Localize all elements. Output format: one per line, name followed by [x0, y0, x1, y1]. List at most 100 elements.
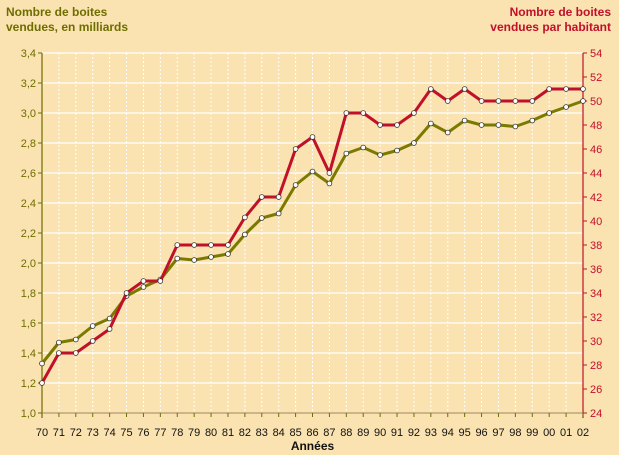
data-point-per-capita: [73, 350, 79, 356]
right-axis-tick-label: 52: [590, 72, 602, 84]
data-point-billions: [563, 104, 569, 110]
data-point-billions: [106, 315, 113, 322]
right-axis-title: Nombre de boites vendues par habitant: [411, 5, 611, 35]
data-point-per-capita: [174, 242, 181, 248]
x-axis-tick-label: 76: [137, 427, 149, 439]
right-axis-tick-label: 26: [590, 384, 602, 396]
left-axis-tick-label: 3,0: [21, 108, 36, 120]
left-axis-tick-label: 2,4: [21, 198, 36, 210]
x-axis-tick-label: 71: [53, 427, 65, 439]
data-point-billions: [512, 123, 519, 130]
left-axis-tick-label: 1,2: [21, 378, 36, 390]
data-point-per-capita: [275, 194, 282, 200]
left-axis-tick-label: 3,2: [21, 78, 36, 90]
x-axis-tick-label: 85: [289, 427, 301, 439]
x-axis-tick-label: 93: [425, 427, 437, 439]
data-point-per-capita: [529, 98, 536, 104]
data-point-per-capita: [377, 122, 383, 128]
data-point-per-capita: [191, 242, 197, 248]
x-axis-tick-label: 90: [374, 427, 386, 439]
data-point-billions: [225, 251, 231, 257]
data-point-per-capita: [495, 98, 502, 104]
data-point-billions: [343, 150, 350, 157]
left-axis-tick-label: 2,8: [21, 138, 36, 150]
left-axis-title: Nombre de boites vendues, en milliards: [6, 5, 206, 35]
data-point-per-capita: [225, 242, 231, 248]
left-axis-tick-label: 2,2: [21, 228, 36, 240]
x-axis-tick-label: 88: [340, 427, 352, 439]
data-point-billions: [56, 339, 62, 346]
data-point-per-capita: [123, 290, 130, 296]
x-axis-tick-label: 96: [475, 427, 487, 439]
data-point-billions: [292, 182, 299, 188]
data-point-per-capita: [242, 214, 248, 221]
x-axis-tick-label: 87: [323, 427, 335, 439]
x-axis-tick-label: 77: [154, 427, 166, 439]
x-axis-tick-label: 95: [459, 427, 471, 439]
x-axis-tick-label: 98: [509, 427, 521, 439]
x-axis-tick-label: 94: [442, 427, 454, 439]
data-point-billions: [546, 110, 552, 116]
x-axis-tick-label: 92: [408, 427, 420, 439]
left-axis-tick-label: 1,0: [21, 408, 36, 420]
data-point-per-capita: [563, 86, 569, 92]
data-point-per-capita: [39, 380, 45, 386]
x-axis-tick-label: 74: [104, 427, 116, 439]
data-point-per-capita: [394, 122, 400, 128]
left-axis-title-line-2: vendues, en milliards: [6, 20, 129, 34]
x-axis-tick-label: 89: [357, 427, 369, 439]
data-point-billions: [275, 210, 282, 217]
data-point-per-capita: [258, 194, 265, 200]
x-axis-tick-label: 82: [239, 427, 251, 439]
data-point-billions: [208, 254, 214, 260]
data-point-per-capita: [157, 278, 164, 284]
right-axis-tick-label: 24: [590, 408, 602, 420]
left-axis-tick-label: 1,8: [21, 288, 36, 300]
left-axis-tick-label: 3,4: [21, 48, 36, 60]
data-point-billions: [140, 284, 147, 290]
right-axis-tick-label: 28: [590, 360, 602, 372]
data-point-per-capita: [89, 338, 96, 344]
data-point-per-capita: [428, 86, 434, 92]
left-axis-tick-label: 2,0: [21, 258, 36, 270]
x-axis-title: Années: [291, 439, 335, 453]
right-axis-tick-label: 50: [590, 96, 602, 108]
x-axis-tick-label: 72: [70, 427, 82, 439]
data-point-per-capita: [546, 86, 552, 92]
data-point-per-capita: [309, 134, 316, 140]
data-point-billions: [309, 168, 316, 175]
right-axis-tick-label: 30: [590, 336, 602, 348]
x-axis-tick-label: 83: [256, 427, 268, 439]
data-point-billions: [428, 120, 434, 127]
right-axis-tick-label: 34: [590, 288, 602, 300]
left-axis-tick-label: 2,6: [21, 168, 36, 180]
right-axis-title-line-2: vendues par habitant: [490, 20, 611, 34]
data-point-per-capita: [106, 326, 113, 332]
data-point-billions: [39, 360, 45, 367]
x-axis-tick-label: 84: [273, 427, 285, 439]
data-point-billions: [411, 140, 417, 146]
x-axis-tick-label: 00: [543, 427, 555, 439]
data-point-billions: [495, 122, 502, 128]
data-point-per-capita: [444, 98, 451, 104]
data-point-billions: [478, 122, 485, 128]
data-point-per-capita: [56, 350, 62, 356]
data-point-billions: [377, 152, 383, 158]
x-axis-tick-label: 81: [222, 427, 234, 439]
data-point-per-capita: [208, 242, 214, 248]
data-point-billions: [580, 98, 586, 104]
x-axis-tick-label: 70: [36, 427, 48, 439]
data-point-per-capita: [411, 110, 417, 116]
data-point-billions: [73, 336, 79, 343]
right-axis-tick-label: 48: [590, 120, 602, 132]
x-axis-tick-label: 75: [120, 427, 132, 439]
data-point-per-capita: [580, 86, 586, 92]
right-axis-tick-label: 54: [590, 48, 602, 60]
x-axis-tick-label: 97: [492, 427, 504, 439]
data-point-billions: [191, 257, 197, 263]
data-point-per-capita: [292, 146, 299, 152]
data-point-billions: [394, 147, 400, 154]
data-point-per-capita: [478, 98, 485, 104]
right-axis-tick-label: 38: [590, 240, 602, 252]
